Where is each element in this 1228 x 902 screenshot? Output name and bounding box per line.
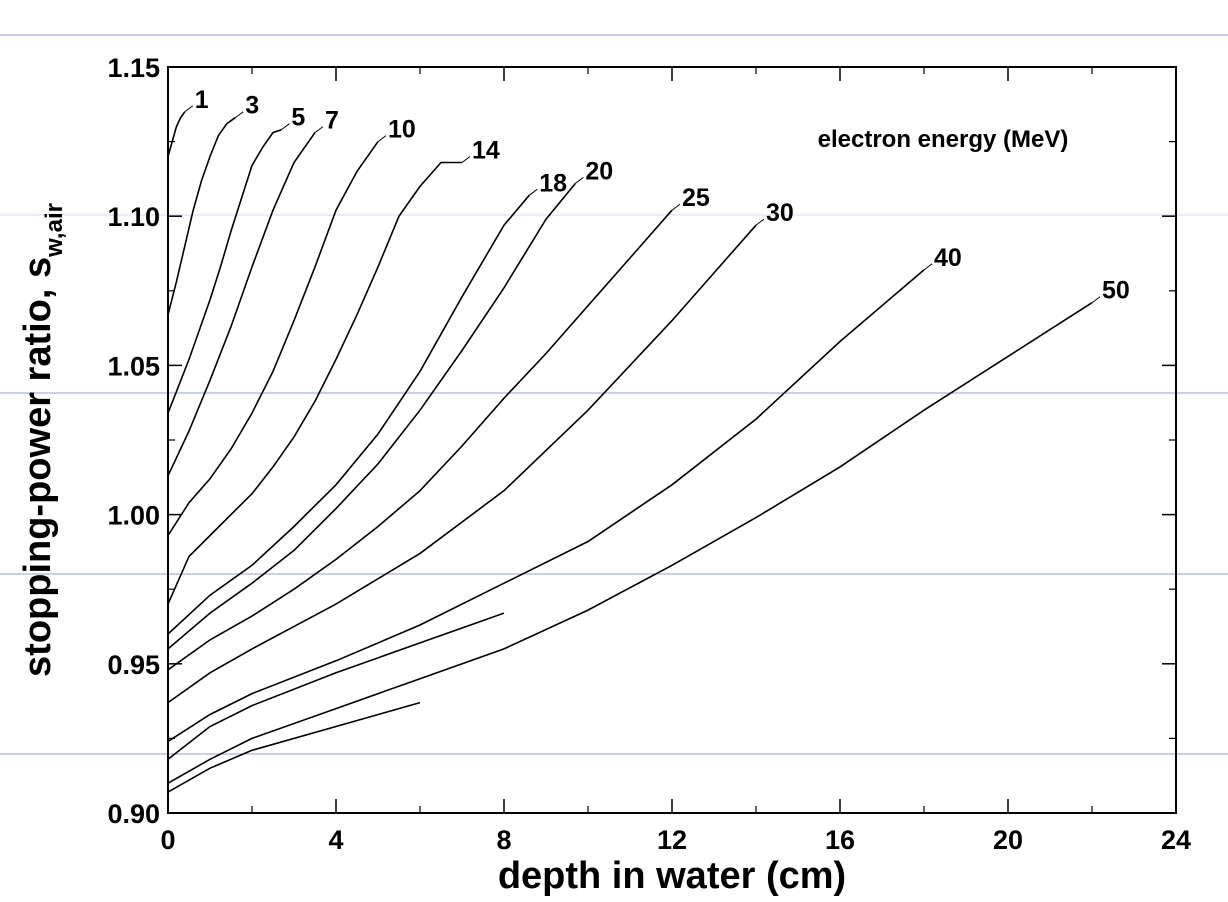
series-label: 10: [388, 116, 416, 144]
series-line: [167, 194, 530, 635]
series-label-leader: [671, 203, 681, 211]
series-line: [167, 302, 1093, 784]
x-tick-label: 4: [328, 825, 343, 855]
series-line: [167, 612, 505, 760]
series-label: 20: [585, 157, 613, 185]
series-label: 3: [245, 92, 259, 120]
legend-annotation: electron energy (MeV): [818, 126, 1069, 153]
series-line: [167, 132, 316, 477]
y-axis-title-subscript: w,air: [41, 203, 68, 258]
x-tick-label: 0: [160, 825, 175, 855]
series-line: [167, 141, 379, 536]
x-tick-label: 20: [993, 825, 1023, 855]
series-line: [167, 111, 186, 157]
series-label-leader: [1091, 296, 1101, 304]
y-axis-title-main: stopping-power ratio, s: [17, 257, 59, 677]
series-label-leader: [234, 111, 244, 119]
series-line: [167, 117, 236, 315]
x-tick-label: 16: [825, 825, 855, 855]
axis-ticks: [167, 66, 1177, 814]
series-label-leader: [314, 126, 324, 134]
series-line: [167, 701, 421, 793]
series-label: 18: [539, 169, 567, 197]
series-label-leader: [281, 123, 290, 131]
y-tick-label: 1.15: [107, 53, 160, 83]
series-label: 30: [766, 199, 794, 227]
series-line: [167, 161, 462, 605]
plot-frame: [167, 66, 1177, 814]
series-label: 25: [682, 184, 710, 212]
series-curves: [167, 111, 1093, 793]
y-tick-label: 0.90: [107, 799, 160, 829]
y-tick-label: 1.05: [107, 351, 160, 381]
series-line: [167, 269, 925, 743]
series-line: [167, 209, 673, 671]
series-label: 50: [1102, 277, 1130, 305]
series-label-leader: [923, 263, 933, 271]
series-label: 1: [195, 86, 209, 114]
series-label: 7: [325, 107, 339, 135]
series-label-leader: [755, 218, 765, 226]
y-tick-label: 1.10: [107, 202, 160, 232]
x-axis-title: depth in water (cm): [498, 855, 846, 897]
y-tick-label: 0.95: [107, 650, 160, 680]
x-tick-label: 24: [1161, 825, 1191, 855]
x-tick-label: 12: [657, 825, 687, 855]
series-line: [167, 224, 757, 704]
series-label: 14: [472, 136, 500, 164]
series-label-leader: [575, 176, 584, 184]
series-label: 5: [291, 104, 305, 132]
series-label-leader: [461, 156, 471, 163]
series-label-leader: [528, 188, 538, 196]
tick-labels: 0 4 8 12 16 20 24 0.90 0.95 1.00 1.05 1.10 1.15: [107, 53, 1191, 855]
series-line: [167, 128, 282, 414]
y-axis-title: stopping-power ratio, sw,air: [17, 203, 68, 677]
series-label-leader: [184, 105, 194, 113]
y-tick-label: 1.00: [107, 501, 160, 531]
x-tick-label: 8: [496, 825, 511, 855]
series-labels: 1 3 5 7 10 14 18 20 25 30 40 50: [184, 86, 1130, 305]
series-label: 40: [934, 244, 962, 272]
series-line: [167, 182, 577, 650]
series-label-leader: [377, 135, 387, 143]
